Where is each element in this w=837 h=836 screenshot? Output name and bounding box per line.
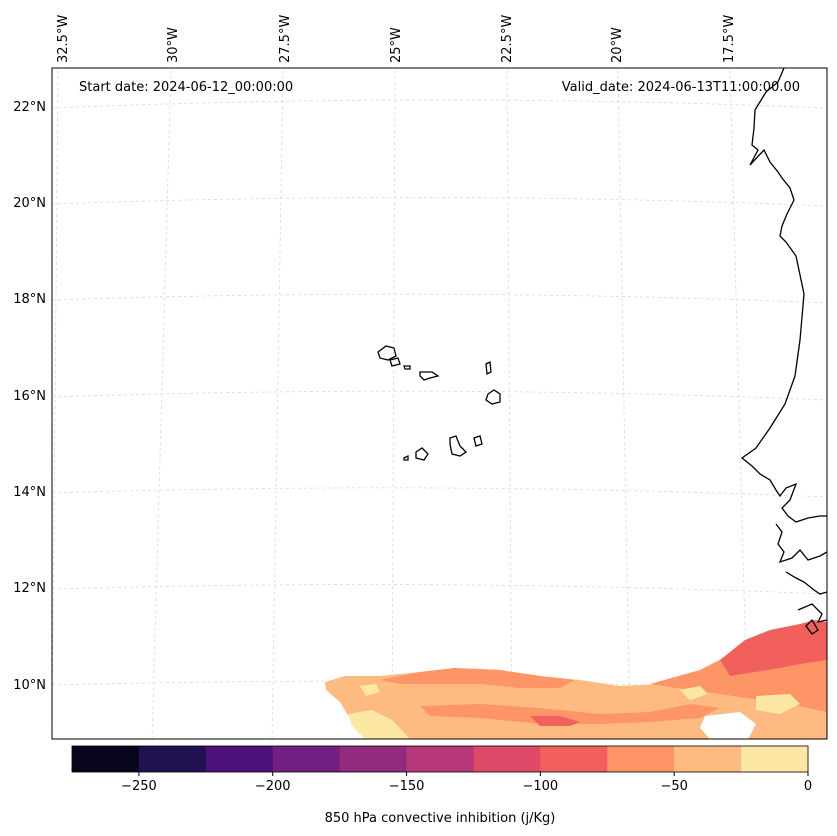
lon-label-32-5w: 32.5°W (56, 15, 71, 63)
meridian-22-5w (506, 69, 513, 739)
graticule (52, 69, 827, 739)
contour-core (720, 620, 827, 676)
colorbar-tick-label: −250 (121, 779, 157, 794)
colorbar-bin-0 (72, 746, 140, 772)
parallel-10n (52, 680, 827, 692)
colorbar-bin-4 (339, 746, 408, 772)
colorbar-bin-3 (272, 746, 341, 772)
lat-label-22n: 22°N (13, 100, 46, 115)
island-sao-vicente (389, 357, 401, 367)
meridian-17-5w (729, 69, 749, 739)
contour-lowest (348, 710, 410, 739)
meridian-20w (617, 69, 631, 739)
colorbar-tick-label: −100 (523, 779, 559, 794)
lat-label-20n: 20°N (13, 196, 46, 211)
island-boa-vista (485, 389, 501, 405)
contour-lowest-4 (756, 694, 800, 714)
lat-label-10n: 10°N (13, 678, 46, 693)
colorbar-bin-7 (540, 746, 608, 772)
island-sao-nicolau (419, 371, 440, 381)
contour-lowest-3 (680, 686, 708, 700)
meridian-32-5w (52, 69, 59, 739)
lon-label-27-5w: 27.5°W (278, 15, 293, 63)
meridian-25w (391, 69, 396, 739)
island-santiago (449, 435, 468, 457)
meridian-30w (151, 69, 172, 739)
start-date-label: Start date: 2024-06-12_00:00:00 (79, 80, 293, 95)
coastlines (377, 68, 827, 635)
island-santa-luzia (403, 365, 411, 370)
contour-band-mid (380, 668, 575, 688)
lat-label-18n: 18°N (13, 292, 46, 307)
lat-label-12n: 12°N (13, 581, 46, 596)
lon-label-25w: 25°W (389, 27, 404, 63)
colorbar-bin-6 (473, 746, 541, 772)
parallel-22n (52, 99, 827, 109)
colorbar-bin-10 (741, 746, 809, 772)
colorbar-bin-2 (205, 746, 274, 772)
parallel-16n (52, 390, 827, 401)
parallel-20n (52, 197, 827, 207)
contour-strip (420, 704, 720, 724)
colorbar-ticks: −250 −200 −150 −100 −50 0 (121, 772, 812, 794)
colorbar-tick-label: −200 (255, 779, 291, 794)
lon-label-17-5w: 17.5°W (722, 15, 737, 63)
valid-date-label: Valid_date: 2024-06-13T11:00:00.00 (562, 80, 800, 95)
contour-lowest-2 (360, 684, 380, 696)
parallel-18n (52, 293, 827, 304)
colorbar-bin-8 (607, 746, 675, 772)
contour-gap (700, 712, 756, 739)
lon-label-22-5w: 22.5°W (500, 15, 515, 63)
parallel-14n (52, 487, 827, 498)
colorbar-tick-label: 0 (804, 779, 812, 794)
lat-label-16n: 16°N (13, 389, 46, 404)
colorbar (72, 746, 809, 772)
lon-label-30w: 30°W (166, 27, 181, 63)
lon-label-20w: 20°W (610, 27, 625, 63)
meridian-27-5w (271, 69, 284, 739)
colorbar-tick-label: −50 (660, 779, 687, 794)
african-coastline (740, 68, 827, 523)
parallel-12n (52, 584, 827, 595)
guinea-coast (775, 523, 827, 635)
colorbar-tick-label: −150 (389, 779, 425, 794)
colorbar-bin-1 (138, 746, 207, 772)
lat-labels: 22°N 20°N 18°N 16°N 14°N 12°N 10°N (13, 100, 46, 693)
cin-contours (325, 620, 827, 739)
island-santo-antao (377, 345, 397, 361)
island-sal (485, 360, 492, 376)
colorbar-label: 850 hPa convective inhibition (j/Kg) (325, 811, 556, 826)
top-lon-labels: 32.5°W 30°W 27.5°W 25°W 22.5°W 20°W 17.5… (56, 15, 737, 63)
contour-patch-south (530, 716, 580, 726)
colorbar-bin-9 (674, 746, 742, 772)
island-maio (473, 435, 483, 447)
colorbar-bin-5 (406, 746, 474, 772)
island-brava (403, 454, 409, 461)
lat-label-14n: 14°N (13, 485, 46, 500)
map-frame (51, 67, 828, 740)
colorbar-frame (71, 745, 809, 773)
island-fogo (415, 447, 429, 461)
